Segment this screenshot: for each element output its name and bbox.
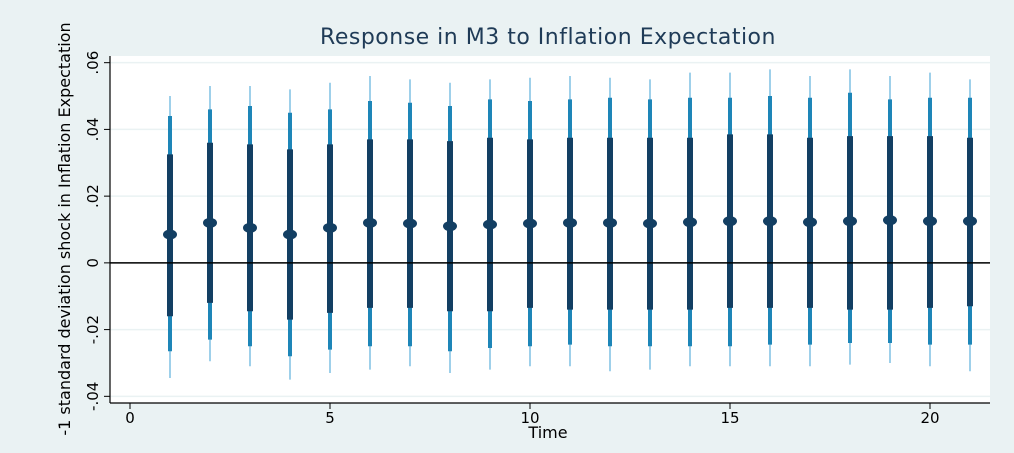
point-estimate bbox=[763, 216, 777, 227]
x-tick-label: 15 bbox=[720, 409, 739, 427]
point-estimate bbox=[203, 217, 217, 228]
x-axis-title: Time bbox=[527, 423, 567, 442]
x-tick-label: 5 bbox=[325, 409, 335, 427]
point-estimate bbox=[363, 217, 377, 228]
axes: -.04 -.02 0 .02 .04 .06 0 5 10 15 20 bbox=[84, 51, 990, 427]
point-estimate bbox=[443, 221, 457, 232]
plot-area bbox=[110, 56, 990, 403]
point-estimate bbox=[643, 218, 657, 229]
point-estimate bbox=[883, 215, 897, 226]
y-tick-label: .06 bbox=[84, 51, 102, 75]
point-estimate bbox=[603, 217, 617, 228]
point-estimate bbox=[403, 218, 417, 229]
x-tick-label: 20 bbox=[920, 409, 939, 427]
x-tick-label: 10 bbox=[520, 409, 539, 427]
x-tick-label: 0 bbox=[125, 409, 135, 427]
point-estimate bbox=[283, 229, 297, 240]
point-estimate bbox=[483, 219, 497, 230]
point-estimates bbox=[163, 215, 977, 240]
y-tick-label: -.02 bbox=[84, 315, 102, 344]
point-estimate bbox=[963, 216, 977, 227]
point-estimate bbox=[563, 217, 577, 228]
point-estimate bbox=[323, 222, 337, 233]
y-axis-title: -1 standard deviation shock in Inflation… bbox=[55, 22, 74, 435]
y-tick-label: 0 bbox=[84, 258, 102, 268]
point-estimate bbox=[523, 218, 537, 229]
point-estimate bbox=[803, 217, 817, 228]
point-estimate bbox=[243, 222, 257, 233]
point-estimate bbox=[723, 216, 737, 227]
point-estimate bbox=[923, 216, 937, 227]
point-estimate bbox=[163, 229, 177, 240]
y-tick-label: .04 bbox=[84, 117, 102, 141]
point-estimate bbox=[843, 216, 857, 227]
y-tick-label: -.04 bbox=[84, 382, 102, 411]
y-tick-label: .02 bbox=[84, 184, 102, 208]
chart-title: Response in M3 to Inflation Expectation bbox=[320, 25, 776, 50]
point-estimate bbox=[683, 217, 697, 228]
